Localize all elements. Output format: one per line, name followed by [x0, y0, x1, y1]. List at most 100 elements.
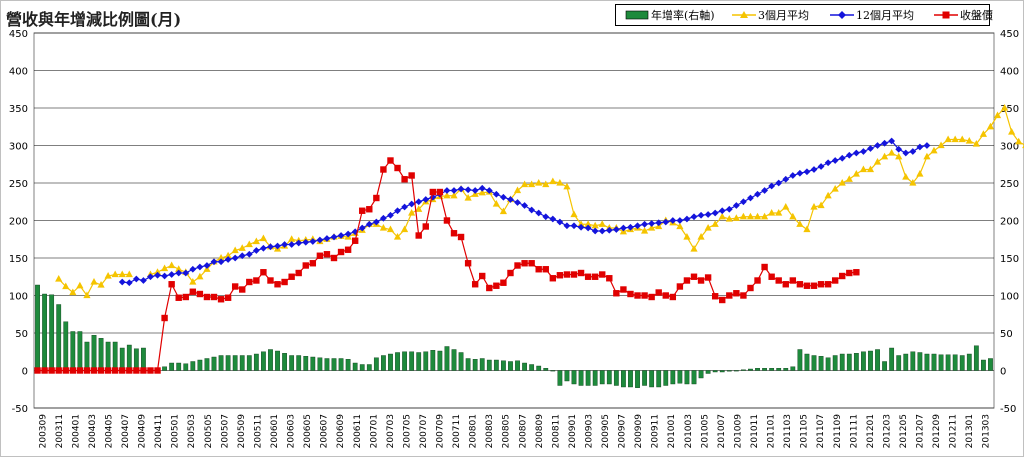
price-point [493, 282, 500, 289]
ma3-point [492, 200, 500, 207]
x-tick-label: 200309 [38, 414, 48, 449]
bar [508, 361, 513, 371]
ma12-point [648, 220, 656, 227]
x-tick-label: 201009 [733, 414, 743, 449]
bar [839, 353, 845, 371]
bar [621, 370, 626, 388]
price-point [846, 269, 853, 277]
price-point [359, 207, 366, 214]
ma3-point [880, 152, 889, 160]
price-point [267, 277, 274, 284]
price-point [246, 278, 253, 286]
bar [183, 363, 189, 371]
ma12-point [387, 211, 394, 219]
ma3-point [760, 212, 769, 220]
price-point [641, 292, 648, 299]
ma3-point [746, 212, 755, 220]
bar [684, 370, 690, 385]
price-point [824, 281, 832, 288]
price-point [147, 367, 154, 374]
ma3-point [528, 180, 536, 188]
price-point [676, 283, 684, 290]
price-point [175, 294, 182, 301]
bar [211, 356, 217, 371]
bar [381, 355, 386, 371]
ma3-point [168, 261, 176, 269]
x-tick-label: 200511 [253, 414, 263, 448]
ma3-point [683, 233, 691, 240]
x-tick-label: 200409 [138, 414, 148, 449]
price-point [599, 271, 606, 278]
bar [493, 359, 499, 371]
bar [938, 354, 944, 371]
bar [550, 370, 556, 372]
price-point [168, 281, 175, 288]
price-point [309, 260, 317, 267]
legend-label-ma3: 3個月平均 [758, 9, 809, 22]
ma12-point [316, 236, 324, 244]
bar [656, 370, 662, 388]
ma12-point [740, 198, 747, 206]
x-tick-label: 200811 [551, 414, 561, 448]
bar [501, 360, 506, 371]
ma3-point [499, 207, 508, 215]
ma3-point [873, 158, 882, 165]
price-point [281, 278, 288, 286]
bar [931, 353, 937, 371]
price-point [634, 292, 641, 299]
ma3-point [443, 191, 451, 199]
price-point [775, 277, 782, 284]
price-point [606, 275, 613, 282]
price-point [373, 194, 380, 202]
bar [253, 353, 259, 371]
ma3-point [563, 182, 571, 190]
x-tick-label: 200805 [502, 414, 512, 448]
price-point [295, 269, 302, 277]
price-point [119, 367, 126, 374]
ma12-point [732, 202, 740, 209]
y-tick-label-right: 150 [1000, 254, 1019, 265]
price-point [528, 260, 535, 267]
price-point [34, 367, 41, 374]
bar [642, 370, 647, 386]
ma12-point [394, 207, 401, 215]
y-tick-label-left: 450 [9, 29, 28, 40]
ma12-point [888, 137, 896, 145]
price-point [789, 277, 797, 284]
ma3-point [810, 203, 818, 210]
ma12-point [620, 224, 627, 232]
price-point [803, 282, 811, 289]
ma3-point [768, 209, 776, 216]
bar [49, 294, 55, 371]
bar [296, 355, 302, 371]
price-point [126, 367, 133, 374]
price-point [690, 273, 698, 280]
price-point [831, 277, 839, 284]
ma12-point [295, 239, 303, 247]
price-point [380, 166, 387, 173]
x-tick-label: 200509 [237, 414, 247, 449]
ma3-point [542, 180, 550, 188]
bar [910, 351, 916, 371]
y-tick-label-right: 200 [1000, 217, 1019, 228]
bar [663, 370, 669, 386]
ma3-point [782, 203, 790, 210]
x-tick-label: 200601 [270, 414, 280, 448]
price-point [316, 252, 324, 259]
price-point [782, 281, 789, 288]
x-tick-label: 200501 [171, 414, 181, 448]
price-point [182, 293, 189, 301]
bar [741, 369, 746, 371]
ma12-point [697, 211, 705, 219]
price-point [231, 283, 239, 290]
ma3-point [464, 194, 472, 201]
ma3-point [753, 212, 762, 220]
ma12-point [450, 187, 458, 194]
ma12-point [252, 247, 260, 254]
x-tick-label: 200609 [336, 414, 346, 449]
bar [275, 350, 280, 371]
bar [324, 358, 330, 371]
bar [218, 355, 224, 371]
ma12-point [500, 193, 507, 201]
bar [557, 370, 563, 386]
